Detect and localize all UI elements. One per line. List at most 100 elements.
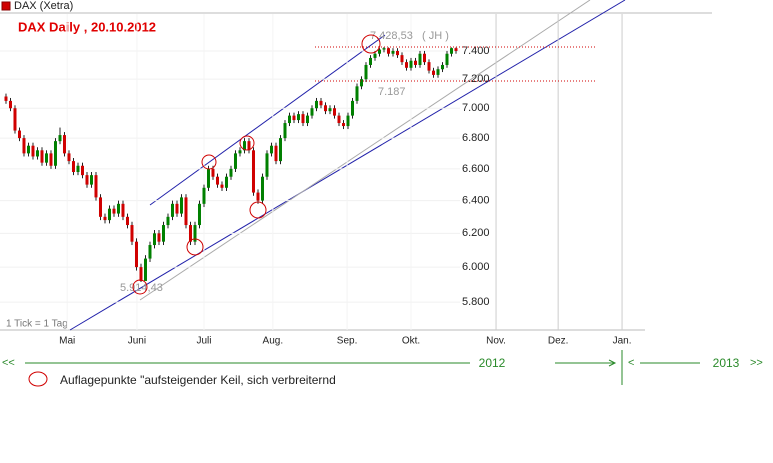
candle-body — [269, 145, 273, 154]
candle-body — [116, 203, 120, 214]
candle-body — [323, 105, 327, 112]
year-label: 2012 — [479, 356, 506, 370]
candle-body — [13, 108, 17, 131]
candle-body — [67, 153, 71, 162]
candle-body — [296, 114, 300, 121]
candle-body — [274, 145, 278, 162]
candle-body — [152, 233, 156, 246]
contact-circle — [361, 34, 381, 54]
y-tick-label: 6.000 — [462, 261, 490, 273]
candle-body — [283, 123, 287, 139]
candle-body — [40, 150, 44, 163]
candle-body — [148, 245, 152, 259]
chart-title: DAX Daily , 20.10.2012 — [18, 19, 156, 34]
annotation-note: ( JH ) — [422, 30, 449, 42]
candle-body — [301, 114, 305, 124]
candle-body — [197, 203, 201, 226]
candle-body — [292, 115, 296, 121]
candle-body — [53, 141, 57, 166]
candle-body — [418, 53, 422, 65]
candle-body — [310, 108, 314, 116]
candle-body — [98, 197, 102, 217]
candle-body — [211, 168, 215, 177]
x-tick-label: Nov. — [486, 336, 506, 347]
candle-body — [134, 241, 138, 268]
candle-body — [400, 55, 404, 63]
candle-body — [175, 203, 179, 214]
candle-body — [26, 145, 30, 154]
candle-body — [305, 115, 309, 124]
candle-body — [49, 153, 53, 166]
candle-body — [193, 225, 197, 242]
candle-body — [427, 62, 431, 71]
candle-body — [121, 203, 125, 217]
candle-body — [319, 100, 323, 106]
contact-circle — [201, 154, 217, 170]
candle-body — [188, 225, 192, 242]
candle-body — [161, 225, 165, 242]
candle-body — [404, 62, 408, 68]
candle-body — [386, 48, 390, 54]
timeline-right: >> — [750, 357, 763, 369]
year-label: 2013 — [713, 356, 740, 370]
x-tick-label: Dez. — [548, 336, 569, 347]
candle-body — [251, 150, 255, 193]
trend-line — [149, 34, 386, 206]
contact-circle — [239, 135, 255, 151]
candle-body — [382, 48, 386, 50]
candle-body — [314, 100, 318, 109]
candle-body — [202, 187, 206, 204]
candle-body — [85, 175, 89, 185]
x-tick-label: Aug. — [263, 336, 284, 347]
timeline-left: << — [2, 357, 15, 369]
candle-body — [76, 165, 80, 173]
annotation: 7.187 — [378, 86, 406, 98]
candle-body — [229, 168, 233, 177]
x-tick-label: Sep. — [337, 336, 358, 347]
x-tick-label: Jan. — [613, 336, 632, 347]
note: 1 Tick = 1 Tag — [6, 319, 68, 330]
legend-symbol — [28, 371, 48, 387]
y-tick-label: 7.000 — [462, 102, 490, 114]
candle-body — [215, 176, 219, 185]
candle-body — [238, 150, 242, 154]
candle-body — [112, 208, 116, 214]
candle-body — [89, 175, 93, 185]
candle-body — [337, 115, 341, 124]
candle-body — [355, 86, 359, 101]
candle-body — [94, 175, 98, 198]
y-tick-label: 5.800 — [462, 296, 490, 308]
candle-body — [31, 145, 35, 157]
candle-body — [166, 216, 170, 226]
annotation: 7.428,53 — [370, 30, 413, 42]
header-icon — [1, 1, 11, 11]
y-tick-label: 6.800 — [462, 132, 490, 144]
candle-body — [224, 176, 228, 188]
candle-body — [409, 60, 413, 68]
y-tick-label: 7.200 — [462, 73, 490, 85]
arrow-head — [608, 359, 617, 367]
header: DAX (Xetra) — [14, 0, 73, 12]
candle-body — [256, 192, 260, 201]
y-tick-label: 6.600 — [462, 163, 490, 175]
candle-body — [62, 135, 66, 154]
candle-body — [278, 138, 282, 162]
trend-line — [139, 0, 591, 301]
candle-body — [368, 57, 372, 65]
candle-body — [22, 138, 26, 154]
candle-body — [346, 115, 350, 127]
y-tick-label: 7.400 — [462, 45, 490, 57]
candle-body — [328, 108, 332, 112]
candle-body — [80, 165, 84, 176]
candle-body — [179, 197, 183, 214]
candle-body — [436, 69, 440, 75]
x-tick-label: Mai — [59, 336, 75, 347]
candle-body — [17, 130, 21, 139]
candle-body — [35, 150, 39, 157]
candle-body — [377, 49, 381, 54]
candle-body — [157, 233, 161, 242]
y-tick-label: 6.400 — [462, 195, 490, 207]
candle-body — [422, 53, 426, 63]
candle-body — [130, 225, 134, 242]
candle-body — [413, 60, 417, 65]
